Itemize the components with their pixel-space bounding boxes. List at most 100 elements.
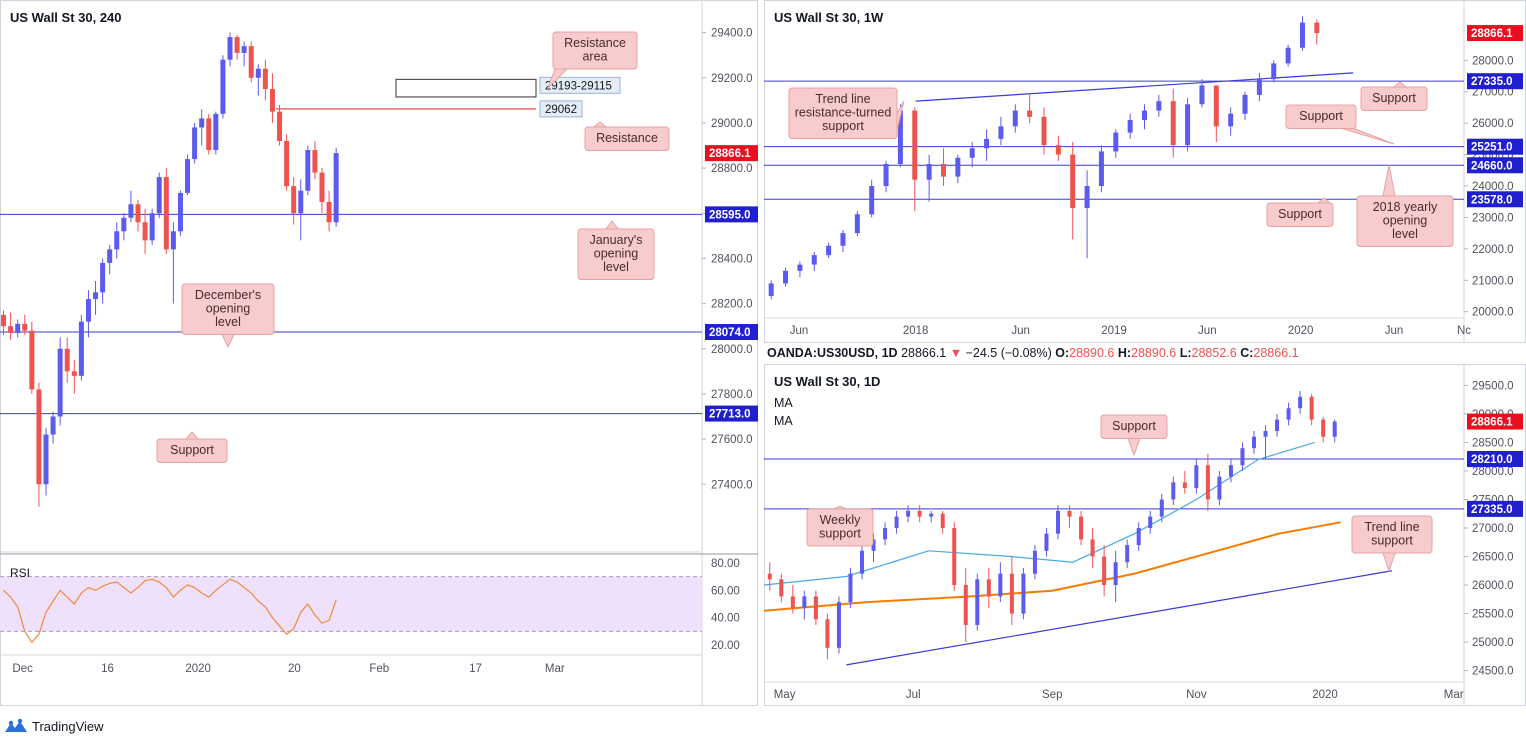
- candle-body-16: [114, 231, 120, 250]
- candle-body-36: [1182, 482, 1187, 489]
- candle-body-10: [71, 371, 77, 376]
- candle-body-38: [269, 89, 275, 112]
- y-tick-label-2: 22000.0: [1472, 244, 1514, 256]
- candle-body-14: [929, 513, 934, 517]
- candle-body-39: [1217, 476, 1222, 500]
- candle-body-23: [1032, 550, 1037, 574]
- candle-body-23: [163, 177, 169, 250]
- candle-body-41: [291, 186, 297, 214]
- candle-body-6: [43, 434, 49, 485]
- weekly-chart[interactable]: 20000.021000.022000.023000.024000.025000…: [764, 0, 1526, 343]
- callout-december-opening-line-0: December's: [195, 288, 261, 302]
- current-price-tag: 28866.1: [1467, 413, 1523, 430]
- level-tag-0-text: 28210.0: [1471, 454, 1513, 466]
- candle-body-46: [326, 201, 332, 223]
- candle-body-9: [871, 539, 876, 551]
- candle-body-18: [975, 579, 980, 625]
- candle-body-24: [1113, 132, 1119, 152]
- candle-body-37: [1299, 22, 1305, 48]
- candle-body-16: [952, 528, 957, 586]
- ma-fast-line: [764, 441, 1315, 586]
- candle-body-19: [986, 579, 991, 597]
- x-tick-label-4: 2020: [1312, 689, 1338, 701]
- candle-body-0: [1, 314, 7, 327]
- level-tag-1-text: 27335.0: [1471, 504, 1513, 516]
- candle-body-13: [955, 157, 961, 177]
- level-tag-0-text: 28595.0: [709, 209, 751, 221]
- callout-resistance-line-0: Resistance: [596, 131, 658, 145]
- candle-body-27: [1079, 516, 1084, 540]
- ohlc-low-label: L:: [1179, 346, 1192, 360]
- h4-chart[interactable]: 27400.0 27600.0 27800.0 28000.0 28200.0 28400…: [0, 0, 758, 706]
- resistance-line-label: 29062: [539, 100, 583, 118]
- tradingview-logo-icon: [5, 718, 27, 732]
- chart-title: US Wall St 30, 1D: [774, 374, 880, 389]
- ma-slow-line: [764, 521, 1341, 612]
- callout-december-opening-line-1: opening: [206, 302, 251, 316]
- candle-body-32: [227, 37, 233, 60]
- trend-line: [915, 72, 1354, 102]
- x-tick-label-7: Nc: [1457, 325, 1471, 337]
- candle-body-20: [1055, 145, 1061, 155]
- candle-body-33: [1242, 94, 1248, 114]
- y-tick-label-2: 27800.0: [711, 389, 753, 401]
- x-tick-label-4: Feb: [369, 663, 389, 675]
- y-tick-label-1: 25000.0: [1472, 637, 1514, 649]
- ohlc-high: 28890.6: [1131, 346, 1177, 360]
- candle-body-2: [15, 323, 21, 333]
- candle-body-45: [1286, 408, 1291, 420]
- candle-body-40: [284, 140, 290, 187]
- callout-support-line-0: Support: [170, 443, 214, 457]
- x-tick-label-6: Jun: [1385, 325, 1404, 337]
- candle-body-42: [298, 190, 304, 214]
- candle-body-20: [998, 573, 1003, 597]
- y-tick-label-10: 29400.0: [711, 28, 753, 40]
- resistance-line-label-bg: [539, 100, 583, 118]
- tradingview-branding[interactable]: TradingView: [4, 716, 104, 736]
- candle-body-10: [912, 110, 918, 180]
- ohlc-open-label: O:: [1055, 346, 1070, 360]
- x-tick-label-0: May: [774, 689, 796, 701]
- callout-support-27335: Support: [1360, 81, 1428, 111]
- level-tag-1-bg: [705, 324, 758, 341]
- resistance-zone-label: 29193-29115: [539, 76, 621, 94]
- candle-body-4: [29, 330, 35, 390]
- ohlc-close: 28866.1: [1253, 346, 1299, 360]
- daily-chart[interactable]: 24500.0 25000.0 25500.0 26000.0 26500.0 27000…: [764, 364, 1526, 706]
- candle-body-21: [1009, 573, 1014, 614]
- candle-body-40: [1228, 465, 1233, 477]
- candle-body-17: [1012, 110, 1018, 127]
- current-price-tag-bg: [1467, 25, 1523, 42]
- resistance-zone-label-bg: [539, 76, 621, 94]
- callout-trend-line-line-1: resistance-turned: [795, 106, 892, 120]
- level-tag-3-text: 23578.0: [1471, 194, 1513, 206]
- candle-body-21: [1070, 154, 1076, 208]
- candle-body-12: [85, 299, 91, 322]
- level-tag-0-bg: [705, 206, 758, 223]
- candle-body-1: [8, 326, 14, 333]
- y-tick-label-4: 24000.0: [1472, 181, 1514, 193]
- callout-resistance: Resistance: [584, 121, 670, 151]
- candle-body-46: [1298, 396, 1303, 409]
- candle-body-32: [1228, 113, 1234, 127]
- candle-body-3: [22, 323, 28, 331]
- candle-body-28: [1090, 539, 1095, 557]
- candle-body-28: [199, 118, 205, 128]
- x-tick-label-1: 16: [101, 663, 114, 675]
- candle-body-38: [1314, 22, 1320, 34]
- candle-body-49: [1332, 421, 1337, 437]
- candle-body-29: [1185, 104, 1191, 146]
- ohlc-low: 28852.6: [1191, 346, 1237, 360]
- callout-trend-line-line-2: support: [822, 119, 864, 133]
- x-tick-label-3: 20: [288, 663, 301, 675]
- x-tick-label-5: Mar: [1444, 689, 1464, 701]
- x-tick-label-2: Sep: [1042, 689, 1062, 701]
- level-tag-1: 27335.0: [1467, 500, 1523, 517]
- candle-body-10: [883, 528, 888, 540]
- candle-body-25: [177, 192, 183, 232]
